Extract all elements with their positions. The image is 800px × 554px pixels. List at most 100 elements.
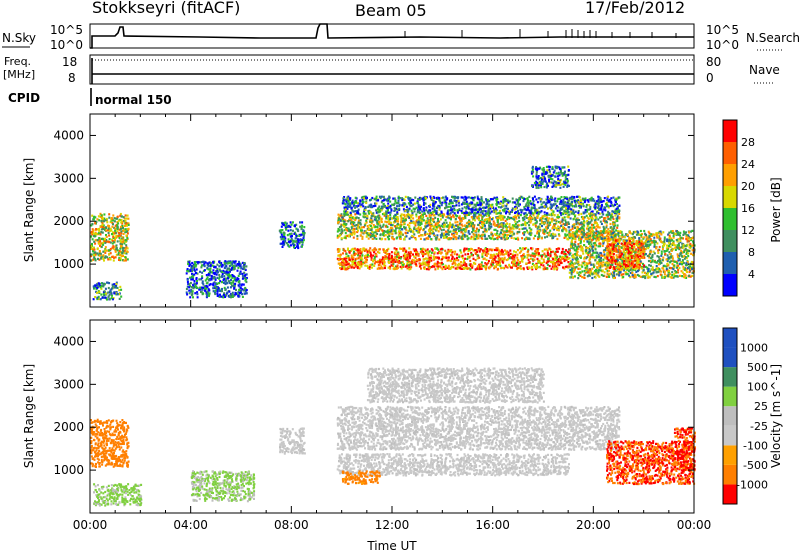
power-cell [519, 265, 522, 268]
power-cell [472, 249, 475, 252]
power-cell [401, 198, 404, 202]
power-cell [96, 252, 99, 255]
power-cell [185, 287, 188, 291]
power-cell [425, 219, 428, 222]
power-cell [384, 234, 387, 237]
power-cell [222, 269, 225, 272]
power-cell [427, 259, 430, 262]
power-cell [408, 222, 411, 225]
power-cell [127, 222, 130, 225]
power-cell [502, 224, 505, 227]
power-cell [485, 221, 488, 224]
power-cell [380, 218, 383, 221]
power-cell [301, 238, 304, 241]
power-cell [605, 224, 608, 227]
power-cell [444, 230, 447, 233]
power-cell [482, 230, 485, 234]
power-cell [426, 232, 429, 235]
power-cell [343, 222, 346, 225]
power-cell [499, 214, 502, 217]
power-cell [124, 224, 127, 227]
power-cell [387, 229, 390, 232]
power-cell [513, 250, 515, 253]
power-cell [285, 224, 288, 227]
power-cell [119, 247, 122, 250]
power-cell [228, 290, 231, 293]
power-cell [120, 288, 123, 291]
power-cell [535, 263, 538, 266]
power-cell [458, 254, 461, 257]
power-cell [369, 220, 372, 223]
power-cell [214, 289, 217, 292]
power-cell [195, 282, 198, 285]
power-cell [503, 234, 506, 237]
power-cell [189, 263, 192, 266]
power-cell [485, 214, 488, 217]
power-cell [400, 228, 403, 231]
power-cell [188, 283, 191, 286]
power-cell [396, 211, 399, 214]
power-cell [359, 222, 362, 225]
power-cell [472, 225, 474, 228]
power-cell [529, 221, 532, 224]
power-cell [452, 237, 455, 241]
power-cell [573, 199, 576, 202]
power-cell [215, 273, 218, 276]
power-cell [541, 261, 544, 264]
power-cell [372, 249, 375, 252]
power-cell [353, 247, 356, 250]
power-cell [454, 230, 457, 234]
power-cell [454, 264, 457, 267]
power-cell [590, 212, 593, 215]
power-cell [433, 233, 435, 236]
power-cell [281, 235, 284, 238]
power-cell [499, 217, 501, 220]
power-cell [200, 278, 203, 281]
power-cell [545, 219, 548, 222]
power-cell [359, 223, 362, 226]
power-cell [426, 217, 429, 220]
power-cell [389, 200, 392, 203]
power-cell [479, 263, 482, 266]
power-cell [116, 293, 119, 296]
power-cell [347, 248, 349, 251]
power-cell [456, 197, 459, 200]
power-cell [93, 248, 96, 251]
power-cell [238, 291, 241, 294]
power-cell [383, 260, 385, 263]
power-cell [532, 214, 535, 217]
power-cell [600, 215, 603, 218]
power-cell [98, 250, 101, 253]
power-cell [285, 227, 288, 231]
power-cell [543, 222, 546, 225]
power-cell [218, 265, 221, 268]
power-cell [533, 204, 536, 207]
power-cell [112, 219, 115, 222]
power-cell [537, 226, 540, 229]
power-cell [465, 222, 468, 225]
power-cell [486, 250, 489, 253]
power-cell [609, 204, 612, 208]
power-cell [108, 293, 111, 297]
power-cell [536, 227, 539, 230]
power-cell [500, 218, 502, 221]
power-cell [204, 261, 207, 264]
power-cell [432, 218, 435, 221]
power-cell [476, 216, 479, 219]
power-cell [513, 256, 516, 259]
power-cell [514, 222, 517, 226]
power-cell [453, 258, 456, 261]
power-cell [547, 207, 549, 210]
power-cell [188, 286, 191, 289]
power-cell [554, 223, 557, 226]
power-cell [545, 255, 548, 258]
power-cell [113, 217, 116, 220]
power-cell [440, 236, 443, 239]
power-cell [546, 228, 549, 231]
power-cell [196, 280, 198, 283]
power-cell [406, 231, 409, 234]
power-cell [196, 262, 199, 265]
power-cell [215, 287, 218, 290]
power-cell [389, 216, 392, 219]
power-cell [116, 225, 119, 228]
